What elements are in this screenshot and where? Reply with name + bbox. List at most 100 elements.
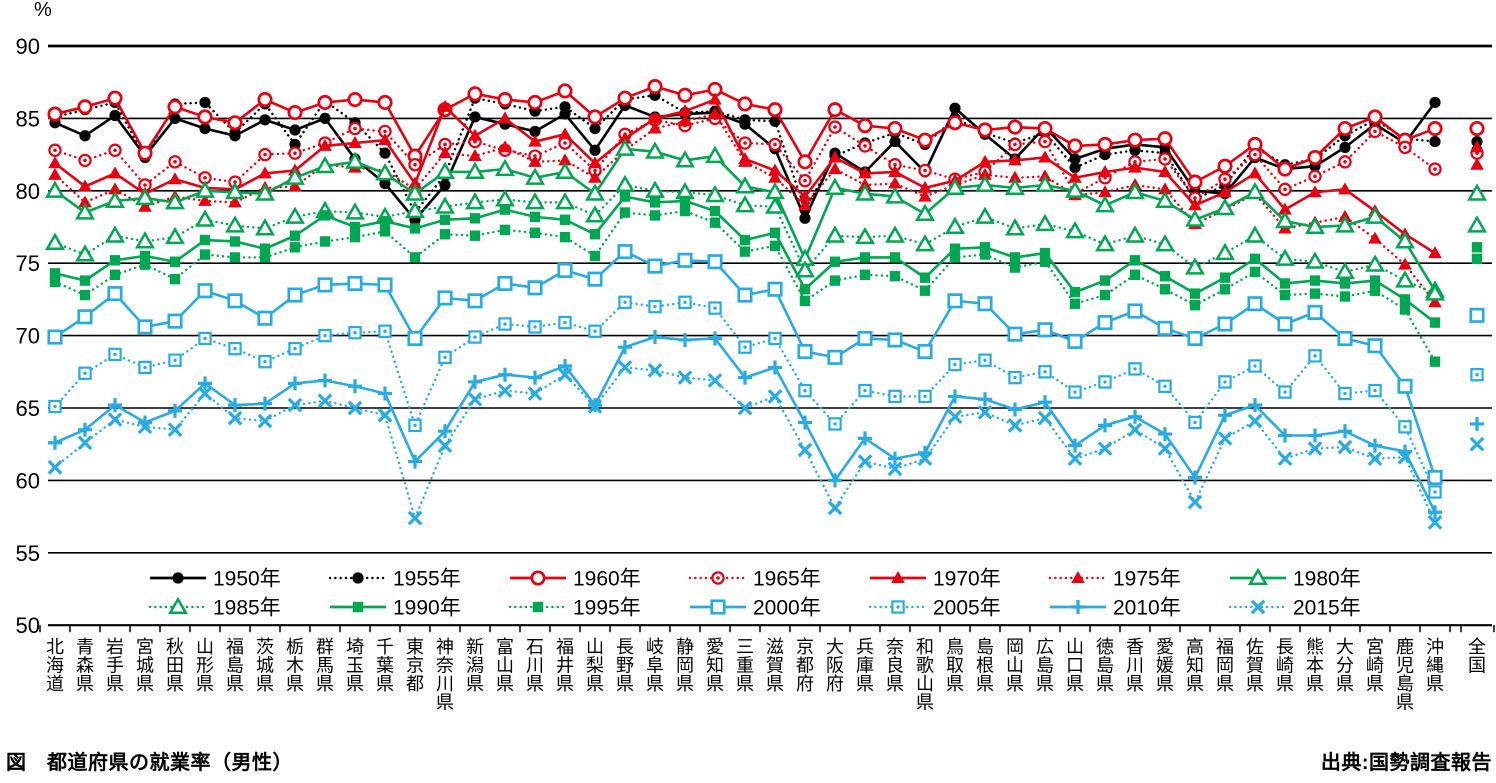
x-category-label: 広島県 (1036, 637, 1054, 694)
legend-item-1960年: 1960年 (510, 568, 641, 591)
x-category-label: 石川県 (526, 637, 544, 694)
legend-label: 1960年 (573, 568, 641, 591)
x-category-label: 福井県 (556, 637, 574, 694)
y-tick-label: 85 (16, 106, 40, 131)
gridlines: 90 85 80 75 70 65 60 55 50% (16, 0, 1492, 638)
x-category-label: 富山県 (496, 637, 514, 694)
series-line-1955年 (53, 93, 1437, 215)
figure-caption: 図 都道府県の就業率（男性） (6, 752, 293, 774)
series-1990年 (49, 191, 1483, 328)
x-category-label: 奈良県 (886, 637, 904, 694)
legend-label: 1965年 (753, 568, 821, 591)
x-category-label: 大分県 (1336, 637, 1354, 694)
legend-label: 2015年 (1293, 597, 1361, 620)
x-category-label: 鳥取県 (946, 637, 964, 694)
series-2005年 (48, 295, 1484, 499)
x-category-label: 長崎県 (1276, 637, 1294, 694)
legend-item-1990年: 1990年 (330, 597, 461, 620)
series-line-1975年 (53, 112, 1437, 304)
x-axis-ticks (39, 625, 1495, 633)
x-category-label: 岡山県 (1006, 637, 1024, 694)
y-tick-label: 65 (16, 396, 40, 421)
x-category-label: 福岡県 (1216, 637, 1234, 694)
x-category-label: 栃木県 (286, 637, 304, 694)
series-1960年 (47, 78, 1485, 190)
legend-label: 1970年 (933, 568, 1001, 591)
legend-label: 1975年 (1113, 568, 1181, 591)
x-category-label: 千葉県 (376, 637, 394, 694)
legend-item-1995年: 1995年 (508, 597, 641, 620)
x-category-label: 三重県 (736, 637, 754, 694)
x-category-label: 静岡県 (676, 637, 694, 694)
legend-item-1985年: 1985年 (148, 597, 281, 620)
x-category-label: 高知県 (1186, 637, 1204, 694)
y-tick-label: 55 (16, 541, 40, 566)
x-category-label: 山形県 (196, 637, 214, 694)
legend-item-2005年: 2005年 (868, 597, 1001, 620)
series-line-1995年 (53, 209, 1437, 363)
x-category-label: 香川県 (1126, 637, 1144, 694)
x-category-label: 埼玉県 (346, 637, 364, 694)
legend-item-1975年: 1975年 (1048, 568, 1181, 591)
series-line-2015年 (53, 366, 1437, 524)
x-category-label: 宮崎県 (1366, 637, 1384, 694)
legend-label: 1995年 (573, 597, 641, 620)
legend-label: 1990年 (393, 597, 461, 620)
x-category-label: 全国 (1468, 637, 1486, 676)
series-1995年 (49, 205, 1483, 367)
legend-label: 1950年 (213, 568, 281, 591)
series-2010年 (48, 330, 1484, 520)
legend-item-1955年: 1955年 (328, 568, 461, 591)
x-category-label: 福島県 (226, 637, 244, 694)
y-tick-label: 70 (16, 324, 40, 349)
x-category-label: 青森県 (76, 637, 94, 694)
y-tick-label: 50 (16, 613, 40, 638)
legend-label: 2005年 (933, 597, 1001, 620)
x-category-label: 東京都 (406, 637, 424, 694)
x-category-label: 岐阜県 (646, 637, 664, 694)
x-category-label: 和歌山県 (916, 637, 934, 713)
legend-label: 1955年 (393, 568, 461, 591)
legend-item-1965年: 1965年 (688, 568, 821, 591)
x-category-label: 群馬県 (316, 637, 334, 694)
series-2015年 (47, 360, 1485, 530)
x-category-label: 神奈川県 (436, 637, 454, 713)
x-category-label: 滋賀県 (766, 637, 784, 694)
legend-item-2000年: 2000年 (690, 597, 821, 620)
legend-label: 2000年 (753, 597, 821, 620)
x-category-label: 大阪府 (826, 637, 844, 694)
y-tick-label: 80 (16, 179, 40, 204)
legend-item-1980年: 1980年 (1230, 568, 1361, 591)
x-category-label: 島根県 (976, 637, 994, 694)
x-category-label: 熊本県 (1306, 637, 1324, 694)
x-category-label: 鹿児島県 (1396, 637, 1414, 713)
series-2000年 (47, 244, 1485, 486)
legend-item-2010年: 2010年 (1050, 597, 1181, 620)
x-category-label: 佐賀県 (1246, 637, 1264, 694)
source-note: 出典:国勢調査報告 (1320, 752, 1492, 774)
x-category-label: 沖縄県 (1426, 637, 1444, 694)
legend: 1950年 1955年 1960年 1965年 1970年 1975年 1980年 1985年… (148, 568, 1361, 620)
legend-label: 1980年 (1293, 568, 1361, 591)
legend-item-1950年: 1950年 (150, 568, 281, 591)
x-category-label: 宮城県 (136, 637, 154, 694)
x-category-label: 岩手県 (106, 637, 124, 694)
x-category-label: 京都府 (796, 637, 814, 694)
legend-item-1970年: 1970年 (870, 568, 1001, 591)
legend-label: 1985年 (213, 597, 281, 620)
x-category-label: 秋田県 (166, 637, 184, 694)
x-category-labels: 北海道青森県岩手県宮城県秋田県山形県福島県茨城県栃木県群馬県埼玉県千葉県東京都神… (46, 637, 1486, 713)
x-category-label: 北海道 (46, 637, 64, 694)
x-category-label: 山梨県 (586, 637, 604, 694)
x-category-label: 兵庫県 (856, 637, 874, 694)
x-category-label: 山口県 (1066, 637, 1084, 694)
legend-item-2015年: 2015年 (1228, 597, 1361, 620)
y-axis-unit-label: % (34, 0, 52, 21)
y-tick-label: 75 (16, 251, 40, 276)
legend-label: 2010年 (1113, 597, 1181, 620)
x-category-label: 新潟県 (466, 637, 484, 694)
y-tick-label: 90 (16, 34, 40, 59)
x-category-label: 愛媛県 (1156, 637, 1174, 694)
series-1985年 (45, 174, 1487, 301)
